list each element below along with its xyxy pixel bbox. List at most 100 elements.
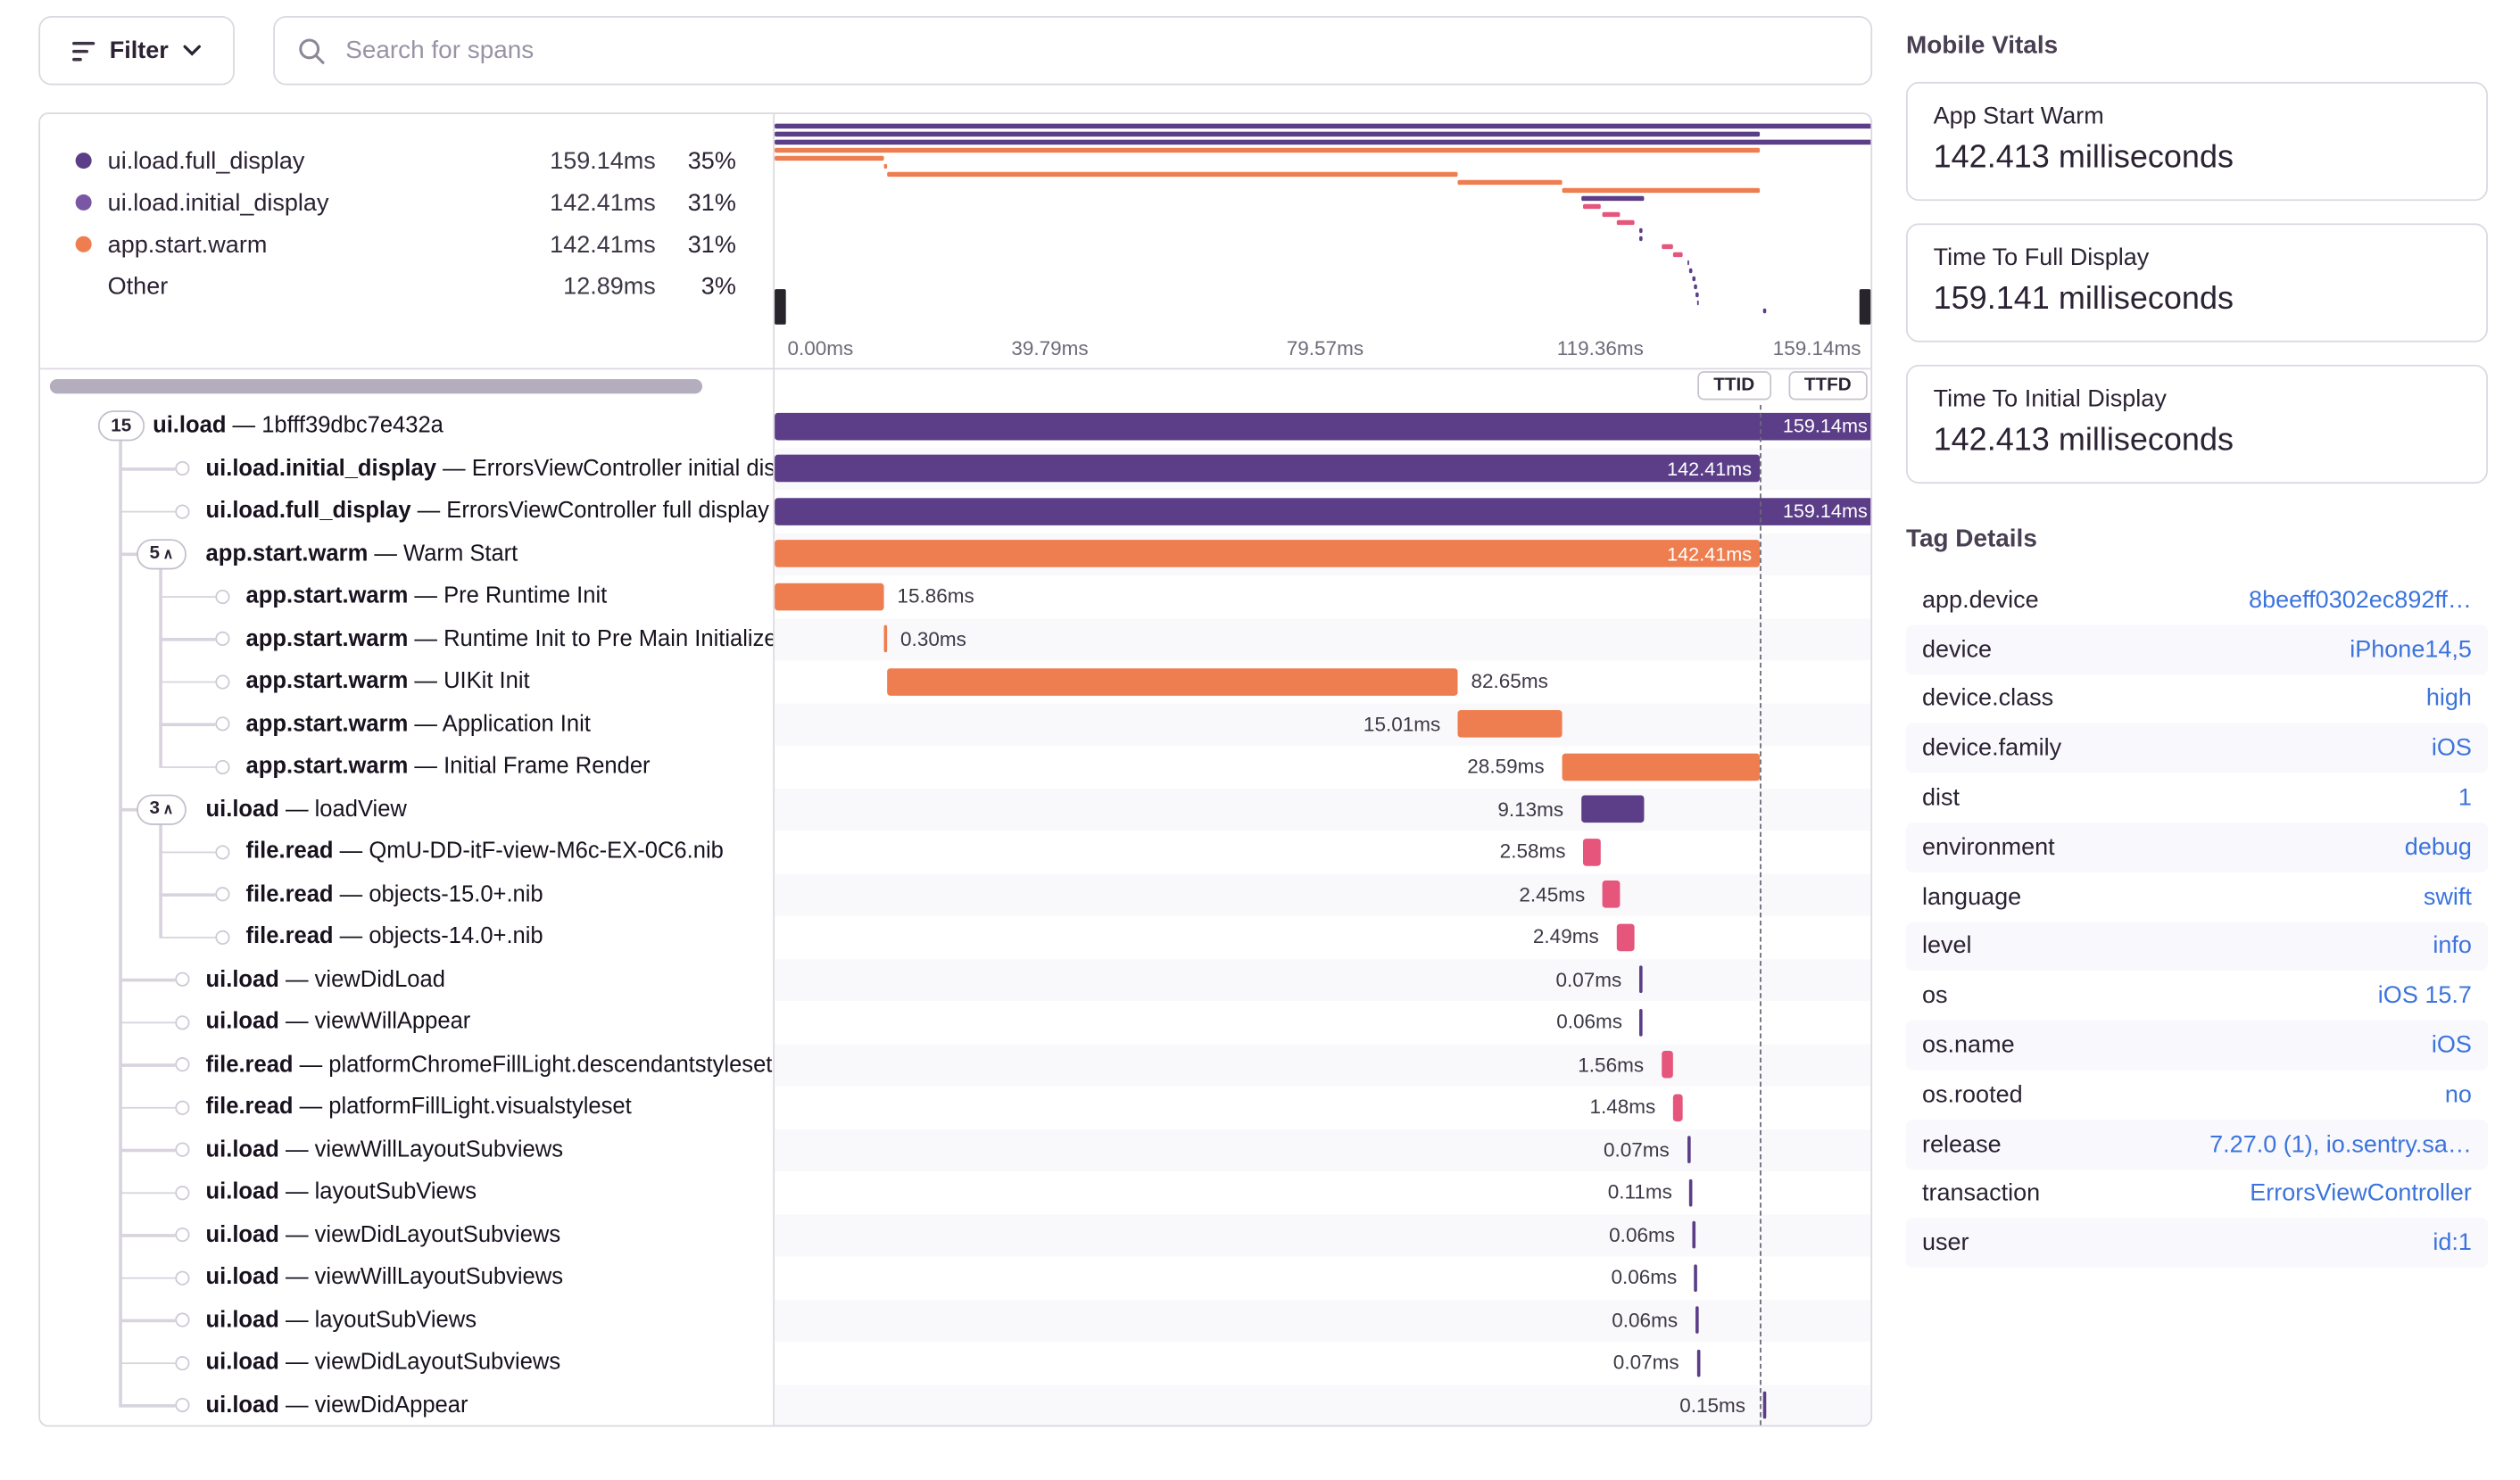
- span-tree-row[interactable]: file.read — QmU-DD-itF-view-M6c-EX-0C6.n…: [40, 831, 773, 873]
- tag-row: device.class high: [1906, 674, 2488, 723]
- span-tree-row[interactable]: ui.load — layoutSubViews: [40, 1171, 773, 1214]
- time-axis-row: 0.00ms 39.79ms 79.57ms 119.36ms 159.14ms: [40, 331, 1871, 370]
- tag-details-table: app.device 8beeff0302ec892ff… device iPhone…: [1905, 575, 2488, 1269]
- tag-value-link[interactable]: iOS 15.7: [2377, 981, 2472, 1010]
- span-duration-label: 0.07ms: [1555, 968, 1622, 991]
- legend-item[interactable]: Other 12.89ms 3%: [76, 265, 736, 307]
- span-tree-row[interactable]: 15 ui.load — 1bfff39dbc7e432a: [40, 405, 773, 448]
- span-bar[interactable]: 142.41ms: [775, 455, 1761, 483]
- span-tree-row[interactable]: ui.load — viewWillLayoutSubviews: [40, 1256, 773, 1299]
- span-bar[interactable]: [1692, 1221, 1696, 1249]
- span-tree-row[interactable]: ui.load — layoutSubViews: [40, 1299, 773, 1342]
- span-tree-row[interactable]: app.start.warm — Initial Frame Render: [40, 746, 773, 789]
- tree-connector-stub: [159, 680, 216, 683]
- span-bar[interactable]: [884, 624, 888, 653]
- tag-key: device.class: [1921, 685, 2054, 713]
- tag-value-link[interactable]: debug: [2404, 833, 2472, 862]
- span-tree-row[interactable]: ui.load — viewDidLayoutSubviews: [40, 1214, 773, 1257]
- span-bar[interactable]: [1689, 1178, 1694, 1206]
- tag-value-link[interactable]: swift: [2423, 882, 2472, 911]
- span-tree-row[interactable]: 3 ∧ ui.load — loadView: [40, 788, 773, 831]
- span-tree-row[interactable]: ui.load — viewDidLayoutSubviews: [40, 1342, 773, 1385]
- tag-value-link[interactable]: 7.27.0 (1), io.sentry.sa…: [2209, 1130, 2472, 1158]
- tag-value-link[interactable]: id:1: [2433, 1229, 2472, 1257]
- expand-badge[interactable]: 15: [97, 410, 145, 442]
- span-bar[interactable]: [1673, 1093, 1684, 1121]
- span-tree-row[interactable]: file.read — platformFillLight.visualstyl…: [40, 1086, 773, 1129]
- span-name: ui.load — loadView: [205, 796, 407, 823]
- filter-button[interactable]: Filter: [38, 16, 235, 86]
- span-tree-row[interactable]: file.read — platformChromeFillLight.desc…: [40, 1044, 773, 1087]
- span-tree-row[interactable]: ui.load — viewWillAppear: [40, 1001, 773, 1044]
- span-bar[interactable]: 159.14ms: [775, 497, 1871, 525]
- span-tree-row[interactable]: ui.load.full_display — ErrorsViewControl…: [40, 490, 773, 533]
- minimap-handle-left[interactable]: [775, 289, 786, 325]
- tag-value-link[interactable]: no: [2444, 1080, 2472, 1109]
- tree-connector-circle: [174, 972, 189, 988]
- minimap-span: [1639, 227, 1642, 233]
- tag-value-link[interactable]: iPhone14,5: [2350, 635, 2472, 664]
- span-bar[interactable]: [1696, 1349, 1701, 1377]
- span-bar[interactable]: [1695, 1306, 1699, 1335]
- tree-connector-circle: [214, 887, 229, 902]
- span-tree-row[interactable]: app.start.warm — Runtime Init to Pre Mai…: [40, 617, 774, 660]
- tree-connector-stub: [159, 595, 216, 598]
- tag-row: os.name iOS: [1905, 1020, 2488, 1071]
- span-bar[interactable]: [1458, 710, 1563, 738]
- span-bar[interactable]: [1661, 1051, 1672, 1079]
- tree-horizontal-scrollbar[interactable]: [49, 379, 703, 394]
- span-tree-row[interactable]: app.start.warm — Pre Runtime Init: [40, 575, 773, 618]
- tag-value-link[interactable]: high: [2425, 685, 2472, 713]
- span-bar[interactable]: [1562, 753, 1761, 781]
- mobile-vitals-title: Mobile Vitals: [1905, 32, 2059, 60]
- tag-value-link[interactable]: 1: [2458, 784, 2472, 812]
- tag-key: environment: [1921, 833, 2055, 862]
- span-tree-row[interactable]: 5 ∧ app.start.warm — Warm Start: [40, 533, 773, 575]
- span-duration-label: 142.41ms: [1667, 542, 1753, 566]
- expand-badge[interactable]: 3 ∧: [137, 794, 187, 825]
- span-tree-row[interactable]: ui.load.initial_display — ErrorsViewCont…: [40, 448, 774, 491]
- span-name: ui.load — 1bfff39dbc7e432a: [153, 413, 443, 440]
- tag-value-link[interactable]: iOS: [2431, 1031, 2472, 1059]
- tag-value-link[interactable]: iOS: [2431, 734, 2472, 763]
- legend-item[interactable]: ui.load.initial_display 142.41ms 31%: [75, 182, 736, 224]
- span-tree-row[interactable]: app.start.warm — UIKit Init: [40, 660, 773, 703]
- span-bar[interactable]: [886, 667, 1459, 696]
- tree-connector-circle: [214, 589, 229, 604]
- span-tree-row[interactable]: file.read — objects-14.0+.nib: [40, 916, 773, 959]
- span-bar[interactable]: [1583, 838, 1602, 866]
- span-bar[interactable]: 159.14ms: [775, 412, 1871, 440]
- row-stripe: [775, 1299, 1871, 1342]
- span-bar[interactable]: [1639, 1008, 1644, 1037]
- span-tree-row[interactable]: ui.load — viewWillLayoutSubviews: [40, 1129, 773, 1171]
- span-duration-label: 0.06ms: [1556, 1010, 1623, 1034]
- span-bar[interactable]: [1639, 965, 1643, 994]
- legend-item[interactable]: ui.load.full_display 159.14ms 35%: [75, 140, 736, 182]
- span-bar[interactable]: 142.41ms: [775, 540, 1761, 568]
- tag-value-link[interactable]: ErrorsViewController: [2250, 1179, 2472, 1208]
- span-bar[interactable]: [1603, 881, 1620, 908]
- span-tree-row[interactable]: app.start.warm — Application Init: [40, 703, 773, 746]
- search-input[interactable]: [342, 34, 1849, 67]
- expand-badge[interactable]: 5 ∧: [137, 538, 187, 570]
- search-icon: [299, 37, 325, 63]
- minimap-span: [1687, 260, 1690, 265]
- tree-connector-stub: [119, 1191, 176, 1195]
- span-tree-row[interactable]: ui.load — viewDidLoad: [40, 958, 773, 1001]
- legend-item[interactable]: app.start.warm 142.41ms 31%: [75, 223, 736, 265]
- span-bar[interactable]: [1762, 1392, 1767, 1419]
- tag-value-link[interactable]: info: [2433, 932, 2472, 961]
- span-bar[interactable]: [1580, 795, 1645, 823]
- collapse-caret-icon: ∧: [162, 800, 174, 817]
- span-bar[interactable]: [1616, 923, 1634, 951]
- minimap-handle-right[interactable]: [1859, 289, 1871, 325]
- span-tree-row[interactable]: ui.load — viewDidAppear: [40, 1385, 773, 1426]
- span-bar[interactable]: [1687, 1136, 1691, 1164]
- tag-value-link[interactable]: 8beeff0302ec892ff…: [2249, 586, 2472, 614]
- tree-connector-circle: [174, 1142, 189, 1158]
- ttfd-chip: TTFD: [1787, 371, 1868, 401]
- span-bar[interactable]: [775, 583, 885, 610]
- trace-minimap[interactable]: [773, 113, 1871, 332]
- span-bar[interactable]: [1695, 1263, 1698, 1292]
- span-tree-row[interactable]: file.read — objects-15.0+.nib: [40, 873, 773, 916]
